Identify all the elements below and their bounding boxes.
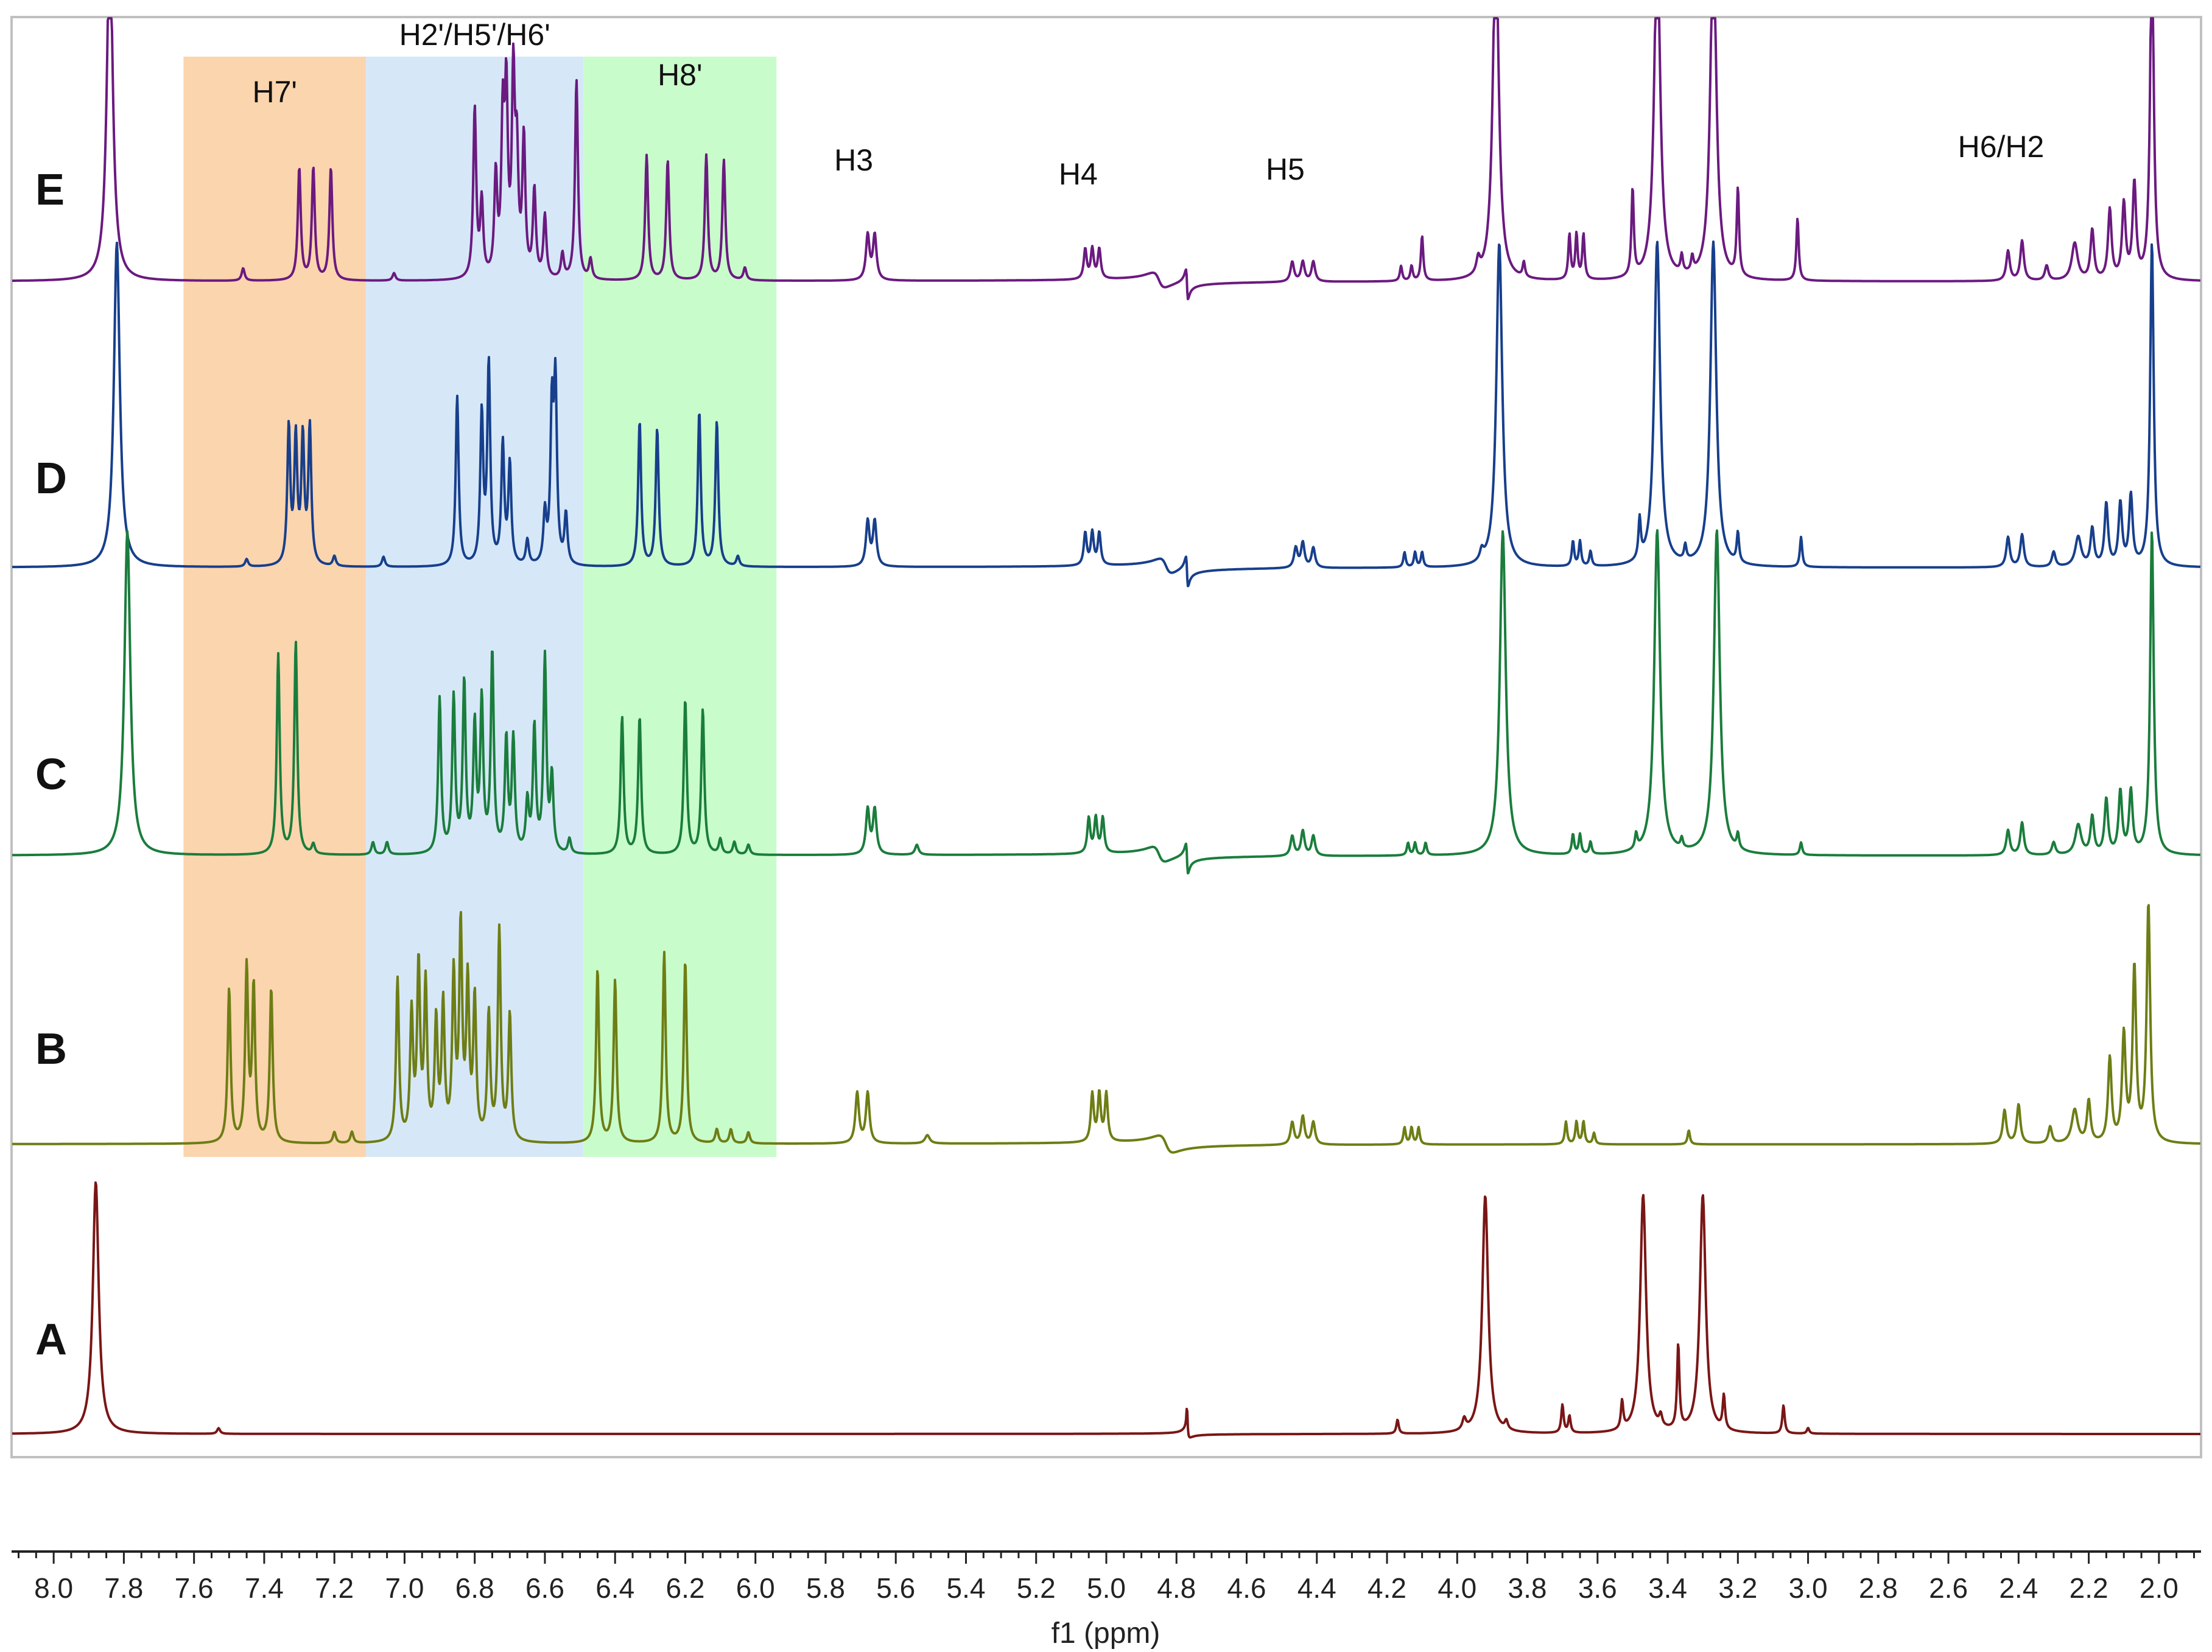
- x-tick-label: 2.0: [2140, 1572, 2179, 1604]
- region-label-1: H2'/H5'/H6': [399, 18, 550, 52]
- plot-frame: [10, 16, 2202, 1458]
- x-tick-label: 4.4: [1297, 1572, 1336, 1604]
- x-tick-label: 2.4: [1999, 1572, 2038, 1604]
- region-band-0: [183, 57, 367, 1157]
- x-tick-label: 3.8: [1508, 1572, 1547, 1604]
- region-band-2: [583, 57, 777, 1157]
- series-label-e: E: [35, 166, 65, 214]
- x-tick-label: 4.0: [1438, 1572, 1476, 1604]
- x-tick-label: 6.4: [595, 1572, 634, 1604]
- x-axis-label: f1 (ppm): [1052, 1617, 1160, 1650]
- series-label-c: C: [35, 750, 67, 799]
- x-tick-label: 3.4: [1648, 1572, 1687, 1604]
- peak-annotation-h4: H4: [1059, 157, 1098, 191]
- spectrum-b-trace: [12, 904, 2201, 1154]
- x-tick-label: 2.2: [2070, 1572, 2108, 1604]
- x-tick-label: 6.2: [665, 1572, 704, 1604]
- x-tick-label: 7.0: [385, 1572, 424, 1604]
- peak-annotation-h3: H3: [834, 143, 873, 177]
- x-tick-label: 3.0: [1789, 1572, 1828, 1604]
- x-tick-label: 5.6: [876, 1572, 915, 1604]
- x-tick-label: 7.2: [315, 1572, 354, 1604]
- series-label-d: D: [35, 454, 67, 503]
- x-tick-label: 7.4: [245, 1572, 284, 1604]
- x-tick-label: 4.8: [1157, 1572, 1196, 1604]
- x-tick-label: 5.0: [1087, 1572, 1126, 1604]
- x-tick-label: 4.2: [1368, 1572, 1406, 1604]
- peak-annotation-h5: H5: [1266, 152, 1305, 186]
- spectrum-a-trace: [12, 1181, 2201, 1439]
- x-tick-label: 5.8: [806, 1572, 845, 1604]
- series-label-a: A: [35, 1315, 67, 1364]
- peak-annotation-h6-h2: H6/H2: [1958, 130, 2045, 164]
- spectrum-c-trace: [12, 529, 2201, 875]
- x-tick-label: 3.2: [1718, 1572, 1757, 1604]
- spectrum-e-trace: [12, 17, 2201, 301]
- region-label-2: H8': [658, 58, 702, 92]
- x-tick-label: 4.6: [1227, 1572, 1266, 1604]
- x-tick-label: 7.6: [175, 1572, 214, 1604]
- region-label-0: H7': [252, 75, 297, 109]
- x-tick-label: 2.6: [1929, 1572, 1968, 1604]
- x-tick-label: 6.8: [455, 1572, 494, 1604]
- x-tick-label: 7.8: [104, 1572, 143, 1604]
- x-tick-label: 3.6: [1578, 1572, 1617, 1604]
- x-tick-label: 5.4: [947, 1572, 986, 1604]
- x-tick-label: 5.2: [1017, 1572, 1056, 1604]
- x-tick-label: 2.8: [1859, 1572, 1898, 1604]
- x-tick-label: 6.6: [525, 1572, 564, 1604]
- x-tick-label: 8.0: [34, 1572, 73, 1604]
- series-label-b: B: [35, 1025, 67, 1074]
- x-tick-label: 6.0: [736, 1572, 775, 1604]
- spectrum-d-trace: [12, 240, 2201, 588]
